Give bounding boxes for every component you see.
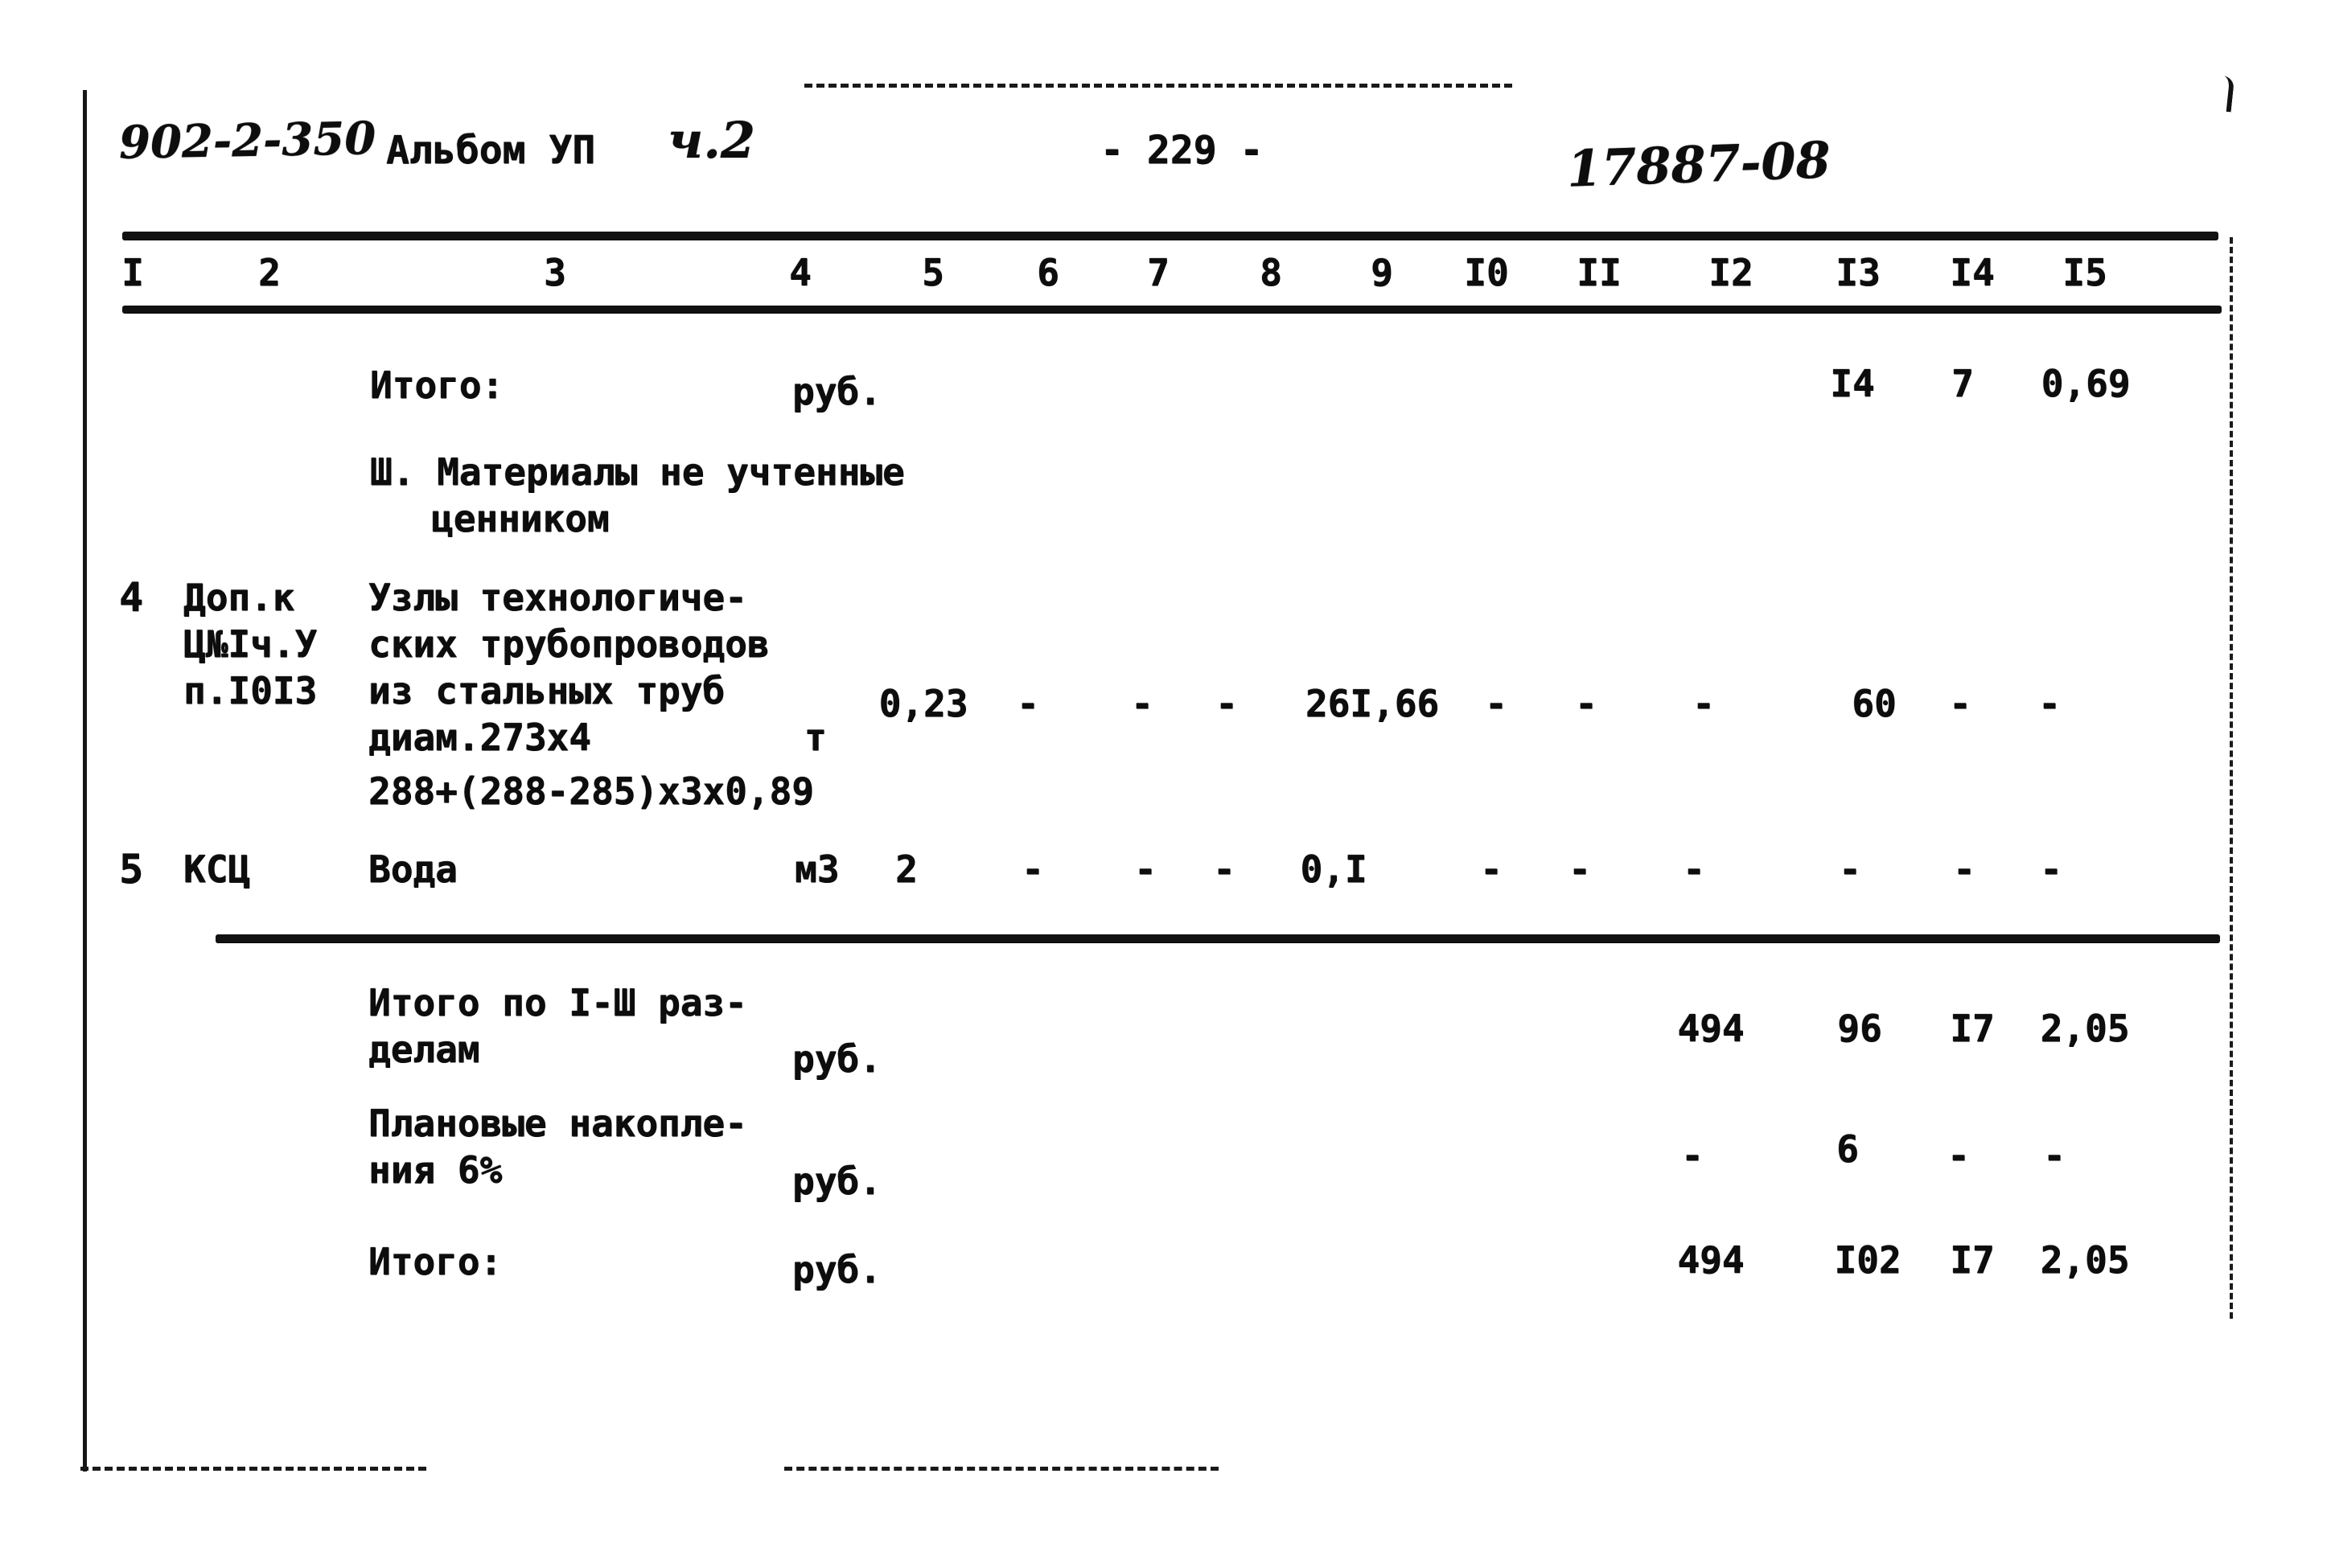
row-code-line3: п.I0I3 (183, 669, 318, 712)
row-number: 5 (119, 846, 144, 893)
row-name-line4: диам.273х4 (368, 716, 591, 759)
cell-value-col10: - (1485, 682, 1507, 725)
row-unit: м3 (795, 848, 840, 891)
column-number-9: 9 (1371, 251, 1393, 294)
row-label-line2: делам (368, 1028, 480, 1071)
row-label-line2: ния 6% (368, 1148, 503, 1192)
section-heading-line1: Ш. Материалы не учтенные (370, 450, 905, 494)
cell-value-col14: 7 (1951, 362, 1974, 405)
row-code-line1: КСЦ (183, 848, 251, 891)
cell-value-col12: - (1692, 682, 1715, 725)
row-name-line1: Узлы технологиче- (368, 576, 747, 619)
row-code-line1: Доп.к (183, 576, 295, 619)
column-number-13: I3 (1836, 251, 1881, 294)
cell-value-col13: 60 (1852, 682, 1897, 725)
cell-value-col12: 494 (1677, 1238, 1745, 1282)
column-number-14: I4 (1950, 251, 1995, 294)
bottom-torn-edge-dashes-left (80, 1467, 426, 1471)
column-number-2: 2 (258, 251, 281, 294)
column-number-8: 8 (1260, 251, 1282, 294)
column-number-12: I2 (1708, 251, 1753, 294)
album-label: Альбом УП (386, 128, 596, 173)
left-border-line (83, 90, 87, 1472)
cell-value-col7: - (1131, 682, 1153, 725)
cell-value-col14: - (1947, 1134, 1970, 1177)
row-unit: руб. (792, 1037, 882, 1081)
cell-value-col13: I02 (1834, 1238, 1901, 1282)
row-name-line2: ских трубопроводов (368, 622, 770, 666)
row-label: Итого: (370, 363, 504, 407)
table-rule-middle (216, 934, 2220, 942)
cell-value-col15: - (2040, 848, 2062, 891)
cell-value-col7: - (1134, 848, 1157, 891)
cell-value-col13: 96 (1837, 1007, 1882, 1050)
cell-value-col14: I7 (1950, 1007, 1995, 1050)
column-number-6: 6 (1037, 251, 1059, 294)
cell-value-col8: - (1215, 682, 1238, 725)
cell-value-col15: - (2038, 682, 2061, 725)
cell-value-col6: - (1017, 682, 1039, 725)
cell-value-col15: - (2043, 1134, 2066, 1177)
cell-value-col13: - (1839, 848, 1861, 891)
section-heading-line2: ценником (431, 497, 610, 540)
cell-value-col12: - (1681, 1134, 1704, 1177)
column-number-11: II (1577, 251, 1622, 294)
column-number-10: I0 (1464, 251, 1509, 294)
cell-value-col9: 0,I (1300, 848, 1367, 891)
row-unit: руб. (792, 1160, 882, 1203)
cell-value-col13: I4 (1830, 362, 1875, 405)
page-corner-mark (2205, 74, 2235, 113)
cell-value-col14: - (1949, 682, 1971, 725)
column-number-7: 7 (1147, 251, 1170, 294)
cell-value-col9: 26I,66 (1305, 682, 1440, 725)
cell-value-col13: 6 (1836, 1127, 1859, 1171)
row-number: 4 (119, 574, 144, 621)
cell-value-col6: - (1022, 848, 1044, 891)
cell-value-col8: - (1213, 848, 1235, 891)
row-formula: 288+(288-285)х3х0,89 (368, 770, 814, 813)
cell-value-col5: 0,23 (878, 682, 968, 725)
column-number-5: 5 (922, 251, 944, 294)
right-border-line (2230, 237, 2233, 1319)
top-torn-edge-dashes (804, 84, 1512, 88)
row-label: Итого: (368, 1240, 503, 1283)
cell-value-col12: 494 (1677, 1007, 1745, 1050)
cell-value-col15: 2,05 (2040, 1007, 2130, 1050)
part-note: ч.2 (668, 111, 756, 170)
cell-value-col11: - (1575, 682, 1597, 725)
column-number-3: 3 (544, 251, 566, 294)
cell-value-col5: 2 (895, 848, 918, 891)
row-label-line1: Итого по I-Ш раз- (368, 981, 747, 1024)
table-rule-top (122, 232, 2218, 240)
column-number-15: I5 (2062, 251, 2107, 294)
doc-number: 902-2-350 (118, 112, 376, 170)
page-number: - 229 - (1100, 128, 1264, 173)
row-name-line1: Вода (368, 848, 458, 891)
row-label-line1: Плановые накопле- (368, 1102, 747, 1145)
cell-value-col14: I7 (1950, 1238, 1995, 1282)
row-unit: руб. (792, 1248, 882, 1291)
cell-value-col14: - (1953, 848, 1975, 891)
row-unit: т (804, 716, 827, 759)
cell-value-col10: - (1480, 848, 1503, 891)
row-code-line2: Ц№Iч.У (183, 622, 318, 666)
cell-value-col11: - (1568, 848, 1591, 891)
row-unit: руб. (792, 370, 882, 413)
bottom-torn-edge-dashes-right (784, 1467, 1219, 1471)
stamp-number: 17887-08 (1565, 130, 1832, 199)
cell-value-col15: 2,05 (2040, 1238, 2130, 1282)
table-rule-header-bottom (122, 306, 2222, 313)
column-number-1: I (121, 251, 144, 294)
cell-value-col15: 0,69 (2041, 362, 2131, 405)
cell-value-col12: - (1683, 848, 1705, 891)
row-name-line3: из стальных труб (368, 669, 726, 712)
column-number-4: 4 (789, 251, 812, 294)
